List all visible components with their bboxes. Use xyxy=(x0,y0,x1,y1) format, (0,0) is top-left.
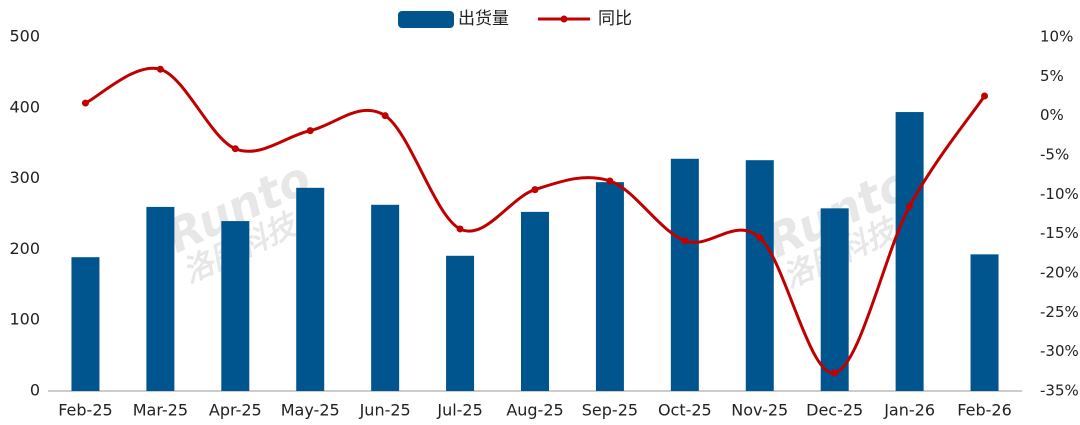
x-tick-label: Dec-25 xyxy=(806,401,863,420)
x-tick-label: Feb-25 xyxy=(58,401,112,420)
y-tick-label: 200 xyxy=(9,239,40,258)
bar xyxy=(521,211,549,391)
bar xyxy=(670,158,699,391)
x-tick-label: Jan-26 xyxy=(883,401,935,420)
y2-tick-label: -25% xyxy=(1040,303,1079,321)
x-tick-label: Oct-25 xyxy=(658,401,712,420)
x-tick-label: Mar-25 xyxy=(133,401,188,420)
point xyxy=(156,65,164,73)
y2-tick-label: -35% xyxy=(1040,382,1079,400)
y2-tick-label: -15% xyxy=(1040,224,1079,242)
point xyxy=(981,92,989,100)
x-tick-label: Feb-26 xyxy=(957,401,1011,420)
bar xyxy=(146,206,175,391)
legend-swatch xyxy=(398,11,454,28)
bar xyxy=(895,112,924,391)
x-tick-label: Apr-25 xyxy=(209,401,262,420)
y-tick-label: 500 xyxy=(9,27,40,46)
x-tick-label: Aug-25 xyxy=(506,401,563,420)
point xyxy=(306,127,314,135)
y-tick-label: 100 xyxy=(9,310,40,329)
bar xyxy=(371,204,400,391)
point xyxy=(531,186,539,194)
point xyxy=(456,225,464,233)
bar xyxy=(221,221,250,391)
x-tick-label: Sep-25 xyxy=(582,401,638,420)
y2-tick-label: 5% xyxy=(1040,67,1064,85)
y2-tick-label: -20% xyxy=(1040,264,1079,282)
y2-tick-label: -30% xyxy=(1040,342,1079,360)
y2-tick-label: -10% xyxy=(1040,185,1079,203)
point xyxy=(606,177,614,185)
y-tick-label: 300 xyxy=(9,168,40,187)
x-tick-label: Jul-25 xyxy=(436,401,482,420)
y2-tick-label: -5% xyxy=(1040,146,1069,164)
bar xyxy=(71,257,100,391)
y2-tick-label: 10% xyxy=(1040,28,1073,46)
point xyxy=(231,145,239,153)
legend-label: 同比 xyxy=(598,9,632,29)
y-tick-label: 400 xyxy=(9,97,40,116)
legend-swatch xyxy=(560,15,568,23)
line xyxy=(84,66,986,375)
point xyxy=(756,234,764,242)
x-tick-label: Nov-25 xyxy=(731,401,788,420)
x-tick-label: May-25 xyxy=(281,401,340,420)
y-tick-label: 0 xyxy=(30,381,40,400)
bar xyxy=(970,254,999,391)
point xyxy=(381,112,389,120)
bar xyxy=(296,187,325,391)
bar xyxy=(820,208,849,391)
bar xyxy=(595,182,624,391)
point xyxy=(831,369,839,377)
x-tick-label: Jun-25 xyxy=(359,401,411,420)
point xyxy=(906,202,914,210)
bar xyxy=(446,255,475,391)
legend-label: 出货量 xyxy=(458,9,509,29)
point xyxy=(681,237,689,245)
point xyxy=(81,99,89,107)
y2-tick-label: 0% xyxy=(1040,106,1064,124)
bar xyxy=(745,160,774,391)
